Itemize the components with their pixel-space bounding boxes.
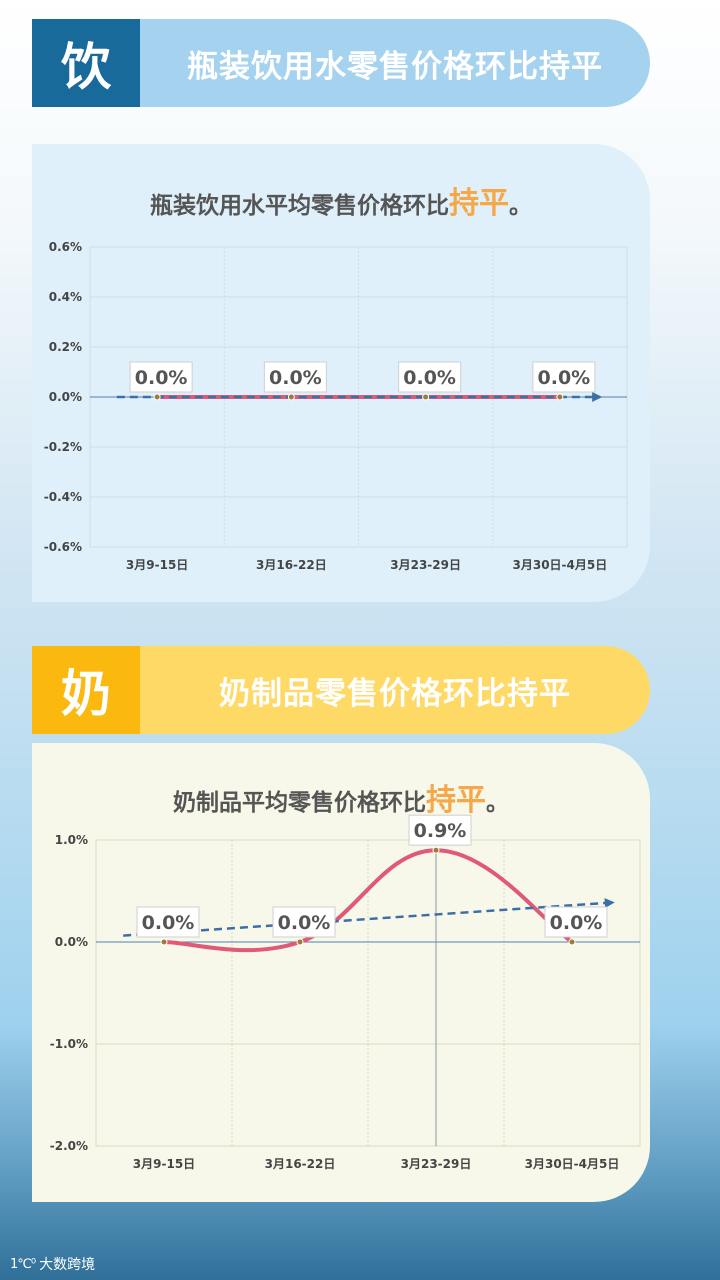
data-label-box [263, 361, 327, 393]
banner-title: 瓶装饮用水零售价格环比持平 [187, 48, 603, 85]
data-label-box [136, 906, 200, 938]
chart-title: 瓶装饮用水平均零售价格环比持平。 [32, 178, 650, 222]
y-tick-label: 0.2% [49, 340, 82, 354]
logo-icon: 1℃⁰ [10, 1256, 36, 1272]
y-tick-label: -1.0% [50, 1037, 88, 1051]
data-label: 0.0% [142, 912, 195, 934]
y-tick-label: -2.0% [50, 1139, 88, 1153]
data-point [556, 393, 564, 401]
x-tick-label: 3月9-15日 [133, 1157, 195, 1171]
data-label: 0.0% [278, 912, 331, 934]
chart-title-prefix: 奶制品平均零售价格环比 [173, 790, 426, 816]
data-point [568, 938, 576, 946]
y-tick-label: 0.6% [49, 240, 82, 254]
data-label-box [408, 814, 472, 846]
section-tag: 饮 [32, 19, 140, 107]
x-tick-label: 3月16-22日 [265, 1157, 336, 1171]
data-label: 0.9% [414, 820, 467, 842]
x-tick-label: 3月9-15日 [126, 558, 188, 572]
data-point [153, 393, 161, 401]
x-tick-label: 3月16-22日 [256, 558, 327, 572]
dairy-line-chart: 1.0% 0.0% -1.0% -2.0% 3月9-15日 3月16-22日 3月23-29… [50, 814, 641, 1171]
data-label: 0.0% [550, 912, 603, 934]
y-tick-label: -0.2% [44, 440, 82, 454]
data-label-box [398, 361, 462, 393]
drinking-water-line-chart: 0.6% 0.4% 0.2% 0.0% -0.2% -0.4% -0.6% 3月9-15日 3月… [44, 240, 628, 572]
banner-title: 奶制品零售价格环比持平 [219, 675, 571, 712]
data-label: 0.0% [269, 367, 322, 389]
data-label: 0.0% [403, 367, 456, 389]
chart-title-suffix: 。 [486, 790, 509, 816]
chart-title-highlight: 持平 [426, 783, 486, 818]
data-label-box [532, 361, 596, 393]
data-label: 0.0% [538, 367, 591, 389]
footer-logo: 1℃⁰ 大数跨境 [10, 1254, 95, 1274]
data-point [287, 393, 295, 401]
chart-title-suffix: 。 [509, 193, 532, 219]
x-tick-label: 3月30日-4月5日 [525, 1157, 620, 1171]
y-tick-label: 0.0% [49, 390, 82, 404]
dairy-chart-card: 奶制品平均零售价格环比持平。 1.0% 0.0% -1.0% -2.0% 3月9-15日… [32, 743, 650, 1202]
x-tick-label: 3月30日-4月5日 [513, 558, 608, 572]
section-tag: 奶 [32, 646, 140, 734]
data-point [160, 938, 168, 946]
y-tick-label: 0.4% [49, 290, 82, 304]
data-label-box [272, 906, 336, 938]
x-tick-label: 3月23-29日 [390, 558, 461, 572]
data-label-box [129, 361, 193, 393]
drinking-water-chart-card: 瓶装饮用水平均零售价格环比持平。 0.6% 0.4% 0.2% 0.0% -0.2% -0… [32, 144, 650, 602]
data-label-box [544, 906, 608, 938]
data-point [296, 938, 304, 946]
y-tick-label: -0.6% [44, 540, 82, 554]
dairy-banner: 奶 奶制品零售价格环比持平 [32, 646, 650, 734]
data-point [432, 846, 440, 854]
chart-title: 奶制品平均零售价格环比持平。 [32, 775, 650, 819]
y-tick-label: 1.0% [55, 833, 88, 847]
series-line [162, 848, 574, 953]
trendline [123, 898, 615, 937]
data-point [422, 393, 430, 401]
data-label: 0.0% [135, 367, 188, 389]
y-tick-label: 0.0% [55, 935, 88, 949]
chart-title-prefix: 瓶装饮用水平均零售价格环比 [150, 193, 449, 219]
logo-text: 大数跨境 [39, 1257, 96, 1273]
y-tick-label: -0.4% [44, 490, 82, 504]
drinking-water-banner: 饮 瓶装饮用水零售价格环比持平 [32, 19, 650, 107]
x-tick-label: 3月23-29日 [401, 1157, 472, 1171]
chart-title-highlight: 持平 [449, 186, 509, 221]
